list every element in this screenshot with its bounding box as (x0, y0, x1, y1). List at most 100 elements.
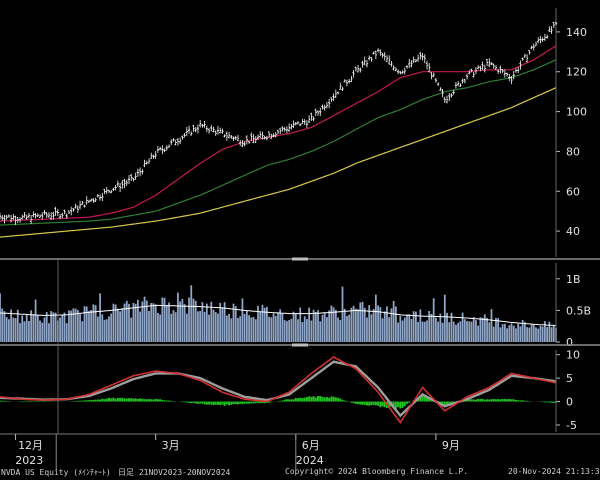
macd-histogram-bar (148, 399, 151, 402)
volume-bar (532, 324, 535, 342)
macd-histogram-bar (130, 398, 133, 402)
volume-bar (292, 311, 295, 342)
volume-bar (457, 322, 460, 342)
macd-histogram-bar (339, 398, 342, 402)
volume-bar (326, 317, 328, 342)
volume-bar (352, 305, 355, 342)
macd-histogram-bar (127, 398, 130, 402)
volume-bar (14, 318, 17, 342)
volume-bar (408, 314, 411, 342)
volume-bar (12, 317, 15, 342)
volume-bar (479, 317, 482, 342)
volume-bar (475, 320, 477, 342)
macd-histogram-bar (357, 401, 360, 405)
volume-bar (121, 308, 124, 342)
volume-bar (435, 317, 437, 342)
volume-bar (346, 315, 348, 342)
volume-bar (212, 309, 215, 342)
volume-bar (403, 317, 406, 342)
volume-bar (159, 314, 162, 342)
price-tick-label-0: 40 (566, 225, 580, 238)
volume-bar (99, 293, 101, 342)
macd-histogram-bar (486, 399, 489, 402)
volume-bar (263, 307, 266, 342)
volume-bar (41, 322, 44, 342)
volume-bar (223, 302, 226, 342)
volume-bar (134, 303, 137, 342)
volume-bar (197, 311, 199, 342)
volume-bar (361, 301, 364, 342)
macd-histogram-bar (23, 401, 26, 403)
macd-histogram-bar (470, 399, 473, 402)
volume-bar (183, 304, 186, 342)
volume-bar (392, 300, 395, 342)
macd-histogram-bar (519, 400, 522, 402)
volume-bar (459, 321, 462, 342)
macd-histogram-bar (103, 399, 106, 402)
volume-bar (323, 312, 326, 342)
volume-bar (537, 328, 540, 342)
macd-histogram-bar (343, 400, 346, 402)
volume-bar (332, 307, 335, 342)
macd-histogram-bar (312, 396, 315, 402)
macd-histogram-bar (439, 401, 442, 404)
volume-bar (163, 297, 166, 342)
volume-bar (550, 327, 553, 342)
macd-histogram-bar (212, 401, 215, 406)
volume-bar (170, 313, 173, 342)
volume-bars (0, 285, 557, 342)
volume-bar (426, 320, 428, 342)
volume-bar (63, 312, 66, 342)
separator-price-volume-handle (292, 257, 308, 261)
volume-bar (546, 327, 548, 342)
macd-histogram-bar (165, 400, 168, 402)
volume-bar (548, 321, 551, 342)
volume-bar (177, 292, 179, 342)
volume-bar (141, 301, 144, 342)
macd-histogram-bar (383, 401, 386, 408)
volume-bar (414, 311, 417, 342)
macd-histogram-bar (230, 401, 233, 405)
price-tick-label-5: 140 (566, 26, 587, 39)
macd-histogram-bar (503, 398, 506, 402)
macd-histogram-bar (443, 401, 446, 408)
volume-bar (528, 327, 531, 342)
volume-bar (128, 303, 130, 342)
volume-bar (154, 304, 157, 342)
volume-bar (32, 314, 35, 342)
volume-bar (312, 309, 315, 342)
volume-bar (76, 310, 79, 342)
volume-bar (8, 319, 10, 342)
macd-histogram-bar (548, 401, 551, 403)
volume-bar (217, 313, 219, 342)
macd-histogram-bar (270, 401, 273, 403)
macd-histogram-bar (245, 401, 248, 404)
volume-bar (205, 303, 208, 342)
volume-bar (279, 309, 282, 342)
volume-bar (161, 297, 164, 342)
macd-histogram-bar (250, 401, 253, 404)
macd-histogram-bar (541, 401, 544, 403)
macd-histogram-bar (254, 401, 257, 404)
volume-bar (523, 321, 526, 342)
volume-bar (446, 312, 448, 342)
volume-bar (379, 307, 382, 342)
volume-bar (535, 327, 537, 342)
macd-histogram-bar (408, 401, 411, 403)
volume-bar (241, 298, 244, 342)
macd-histogram-bar (205, 401, 208, 405)
volume-bar (25, 314, 28, 342)
macd-histogram-bar (228, 401, 231, 406)
volume-bar (10, 309, 13, 342)
volume-bar (543, 321, 546, 342)
macd-histogram-bar (281, 400, 284, 402)
macd-histogram-bar (377, 401, 380, 406)
macd-histogram-bar (259, 401, 262, 404)
volume-bar (486, 317, 488, 342)
volume-bar (321, 314, 324, 342)
volume-bar (59, 317, 61, 342)
macd-histogram-bar (112, 397, 115, 402)
macd-histogram-bar (210, 401, 213, 405)
macd-histogram-bar (201, 401, 204, 404)
